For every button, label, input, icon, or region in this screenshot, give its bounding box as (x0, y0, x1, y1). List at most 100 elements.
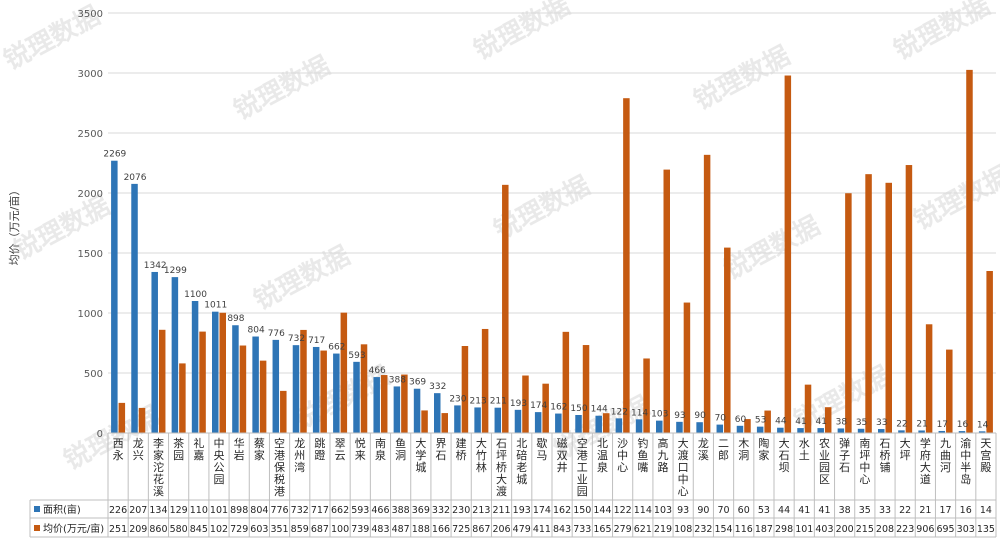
watermark-text: 锐理数据 (889, 0, 995, 66)
table-cell: 479 (513, 524, 531, 535)
category-label: 高九路 (658, 436, 669, 474)
category-label: 界石 (436, 437, 447, 462)
category-label: 北温泉 (597, 437, 608, 474)
bar-price (804, 384, 812, 433)
bar-price (946, 349, 953, 433)
bar-area (918, 430, 925, 433)
table-cell: 332 (432, 505, 450, 516)
category-label: 西永 (113, 437, 124, 462)
bar-price (481, 328, 489, 433)
data-label: 1011 (204, 301, 227, 311)
bar-price (461, 346, 469, 433)
bar-area (434, 393, 441, 433)
table-cell: 35 (859, 505, 871, 516)
table-cell: 303 (957, 524, 975, 535)
y-tick-label: 3500 (78, 9, 103, 20)
bar-price (179, 363, 186, 433)
bar-price (966, 69, 973, 433)
bar-price (199, 331, 206, 433)
bar-area (837, 428, 845, 433)
data-label: 717 (308, 336, 325, 346)
data-label: 776 (268, 329, 285, 339)
category-label: 蔡家 (254, 437, 265, 462)
category-label: 南坪中心 (859, 437, 870, 486)
table-cell: 695 (936, 524, 954, 535)
table-cell: 101 (795, 524, 813, 535)
bar-price (562, 331, 570, 433)
table-cell: 733 (573, 524, 591, 535)
bar-price (724, 247, 731, 433)
data-label: 41 (815, 417, 826, 427)
data-label: 14 (977, 420, 989, 430)
bar-price (118, 402, 126, 433)
table-cell: 114 (634, 505, 652, 516)
table-cell: 662 (331, 505, 349, 516)
data-label: 41 (795, 417, 806, 427)
data-label: 213 (470, 396, 487, 406)
table-cell: 17 (939, 505, 951, 516)
table-cell: 53 (758, 505, 770, 516)
category-label: 大渡口中心 (678, 436, 689, 498)
bar-price (421, 410, 428, 433)
data-label: 732 (288, 334, 305, 344)
bar-area (333, 353, 340, 433)
table-cell: 369 (412, 505, 430, 516)
data-label: 174 (530, 401, 547, 411)
watermark-text: 锐理数据 (909, 160, 1000, 236)
category-label: 学府大道 (920, 436, 931, 486)
bar-price (865, 174, 872, 433)
bar-area (312, 346, 320, 433)
category-label: 悦来 (355, 436, 366, 462)
bar-price (683, 302, 691, 433)
table-cell: 906 (916, 524, 934, 535)
table-cell: 603 (250, 524, 268, 535)
table-cell: 251 (109, 524, 127, 535)
table-cell: 188 (412, 524, 430, 535)
table-cell: 859 (291, 524, 309, 535)
data-label: 122 (611, 407, 628, 417)
table-cell: 223 (896, 524, 914, 535)
table-cell: 122 (614, 505, 632, 516)
table-cell: 593 (351, 505, 369, 516)
table-cell: 208 (876, 524, 894, 535)
bar-price (703, 154, 711, 433)
table-cell: 100 (331, 524, 349, 535)
table-cell: 403 (815, 524, 833, 535)
data-label: 22 (896, 419, 907, 429)
table-cell: 60 (738, 505, 750, 516)
category-label: 水土 (799, 437, 810, 462)
data-label: 60 (735, 415, 747, 425)
table-cell: 135 (977, 524, 995, 535)
bar-area (514, 409, 522, 433)
table-cell: 162 (553, 505, 571, 516)
bar-area (676, 421, 683, 433)
category-label: 空港工业园 (577, 436, 588, 498)
bar-area (534, 412, 542, 433)
y-tick-label: 2500 (78, 129, 103, 140)
data-label: 38 (836, 417, 848, 427)
bar-price (784, 75, 792, 434)
data-label: 90 (694, 411, 706, 421)
bar-area (575, 415, 582, 433)
bar-price (663, 169, 670, 433)
table-cell: 298 (775, 524, 793, 535)
table-cell: 351 (270, 524, 288, 535)
table-cell: 38 (839, 505, 851, 516)
table-cell: 129 (170, 505, 188, 516)
table-cell: 193 (513, 505, 531, 516)
bar-price (320, 350, 327, 433)
table-cell: 166 (432, 524, 450, 535)
bar-price (522, 375, 529, 433)
legend-swatch (34, 525, 40, 531)
category-label: 渝中半岛 (960, 436, 971, 486)
data-label: 35 (856, 418, 867, 428)
table-cell: 102 (210, 524, 228, 535)
bar-price (360, 344, 368, 433)
table-cell: 187 (755, 524, 773, 535)
bar-price (401, 374, 408, 433)
table-cell: 388 (392, 505, 410, 516)
y-tick-label: 3000 (78, 69, 103, 80)
category-label: 李家沱花溪 (153, 436, 164, 498)
table-cell: 687 (311, 524, 329, 535)
bar-price (905, 165, 913, 434)
